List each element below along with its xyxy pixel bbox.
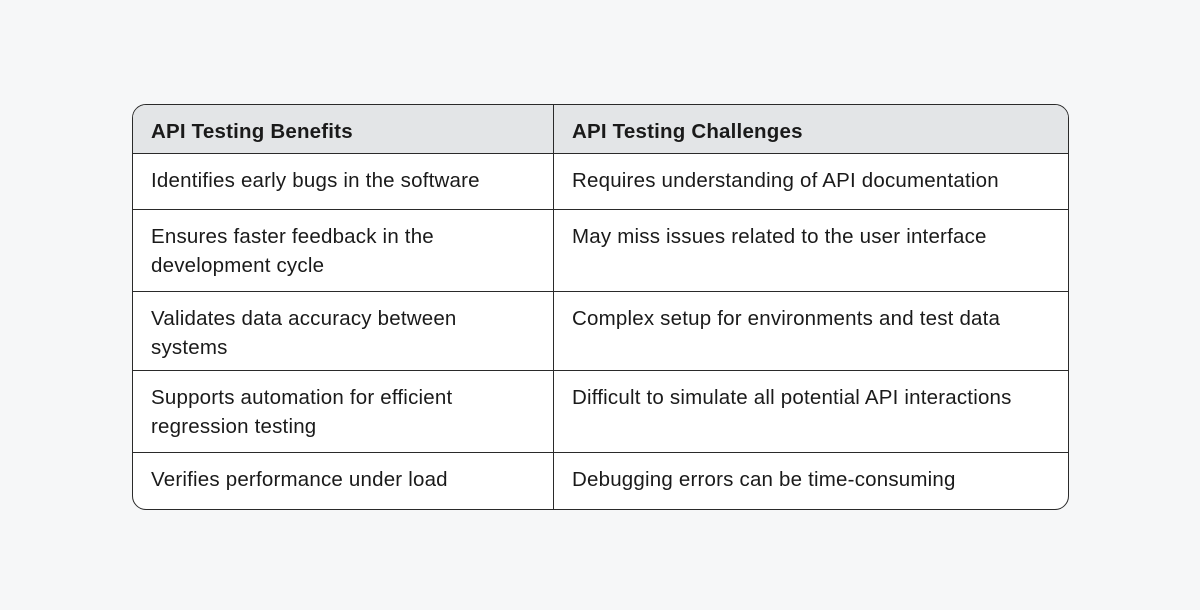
challenge-cell: Difficult to simulate all potential API … [572,386,1012,409]
header-challenges: API Testing Challenges [572,120,803,143]
challenge-cell: May miss issues related to the user inte… [572,225,987,248]
benefit-cell: Verifies performance under load [133,453,554,509]
benefit-cell: Validates data accuracy between systems [133,292,554,370]
table-row: Supports automation for efficient regres… [133,370,1068,452]
benefit-cell: Ensures faster feedback in the developme… [133,210,554,291]
benefit-cell: Supports automation for efficient regres… [133,371,554,452]
table-row: Validates data accuracy between systems … [133,291,1068,370]
challenge-cell: Debugging errors can be time-consuming [572,468,956,491]
comparison-table: API Testing Benefits API Testing Challen… [132,104,1069,510]
table-row: Identifies early bugs in the software Re… [133,153,1068,209]
table-row: Verifies performance under load Debuggin… [133,452,1068,509]
table-row: Ensures faster feedback in the developme… [133,209,1068,291]
challenge-cell: Requires understanding of API documentat… [572,169,999,192]
table-header-row: API Testing Benefits API Testing Challen… [133,105,1068,153]
benefit-cell: Identifies early bugs in the software [133,154,554,209]
header-benefits: API Testing Benefits [133,105,554,153]
challenge-cell: Complex setup for environments and test … [572,307,1001,330]
